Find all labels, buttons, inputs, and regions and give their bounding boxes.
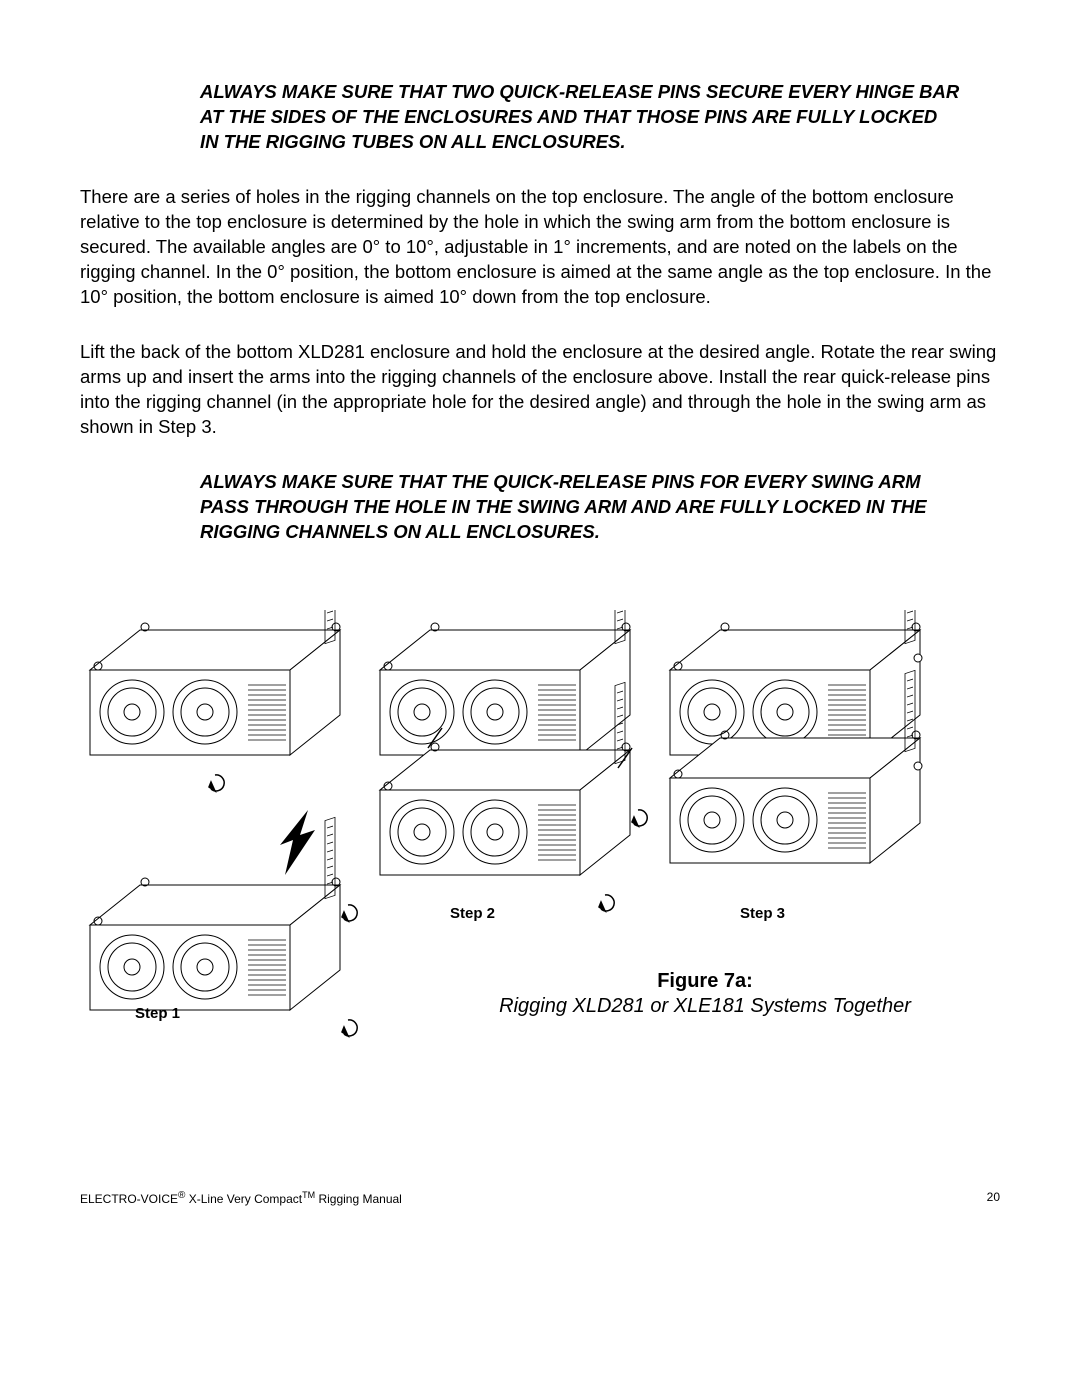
warning-1: ALWAYS MAKE SURE THAT TWO QUICK-RELEASE … bbox=[200, 80, 960, 155]
step2-diagram bbox=[370, 610, 660, 930]
step1-diagram bbox=[80, 610, 370, 1040]
trademark-icon: TM bbox=[302, 1190, 315, 1200]
step3-diagram bbox=[660, 610, 950, 930]
step1-label: Step 1 bbox=[135, 1005, 180, 1022]
figure-7a: Step 1 Step 2 bbox=[80, 610, 1000, 1090]
page-number: 20 bbox=[987, 1190, 1000, 1204]
footer-product-suffix: Rigging Manual bbox=[315, 1192, 402, 1206]
lift-arrow-icon bbox=[280, 810, 315, 875]
footer-product: ELECTRO-VOICE® X-Line Very CompactTM Rig… bbox=[80, 1190, 402, 1206]
footer-product-prefix: X-Line Very Compact bbox=[185, 1192, 302, 1206]
page-footer: ELECTRO-VOICE® X-Line Very CompactTM Rig… bbox=[80, 1190, 1000, 1206]
paragraph-2: Lift the back of the bottom XLD281 enclo… bbox=[80, 340, 1000, 440]
figure-number: Figure 7a: bbox=[430, 970, 980, 993]
step3-label: Step 3 bbox=[740, 905, 785, 922]
warning-2: ALWAYS MAKE SURE THAT THE QUICK-RELEASE … bbox=[200, 470, 960, 545]
figure-caption: Figure 7a: Rigging XLD281 or XLE181 Syst… bbox=[430, 970, 980, 1018]
footer-brand: ELECTRO-VOICE bbox=[80, 1192, 178, 1206]
step2-label: Step 2 bbox=[450, 905, 495, 922]
document-page: ALWAYS MAKE SURE THAT TWO QUICK-RELEASE … bbox=[80, 80, 1000, 575]
paragraph-1: There are a series of holes in the riggi… bbox=[80, 185, 1000, 310]
figure-title: Rigging XLD281 or XLE181 Systems Togethe… bbox=[430, 995, 980, 1018]
